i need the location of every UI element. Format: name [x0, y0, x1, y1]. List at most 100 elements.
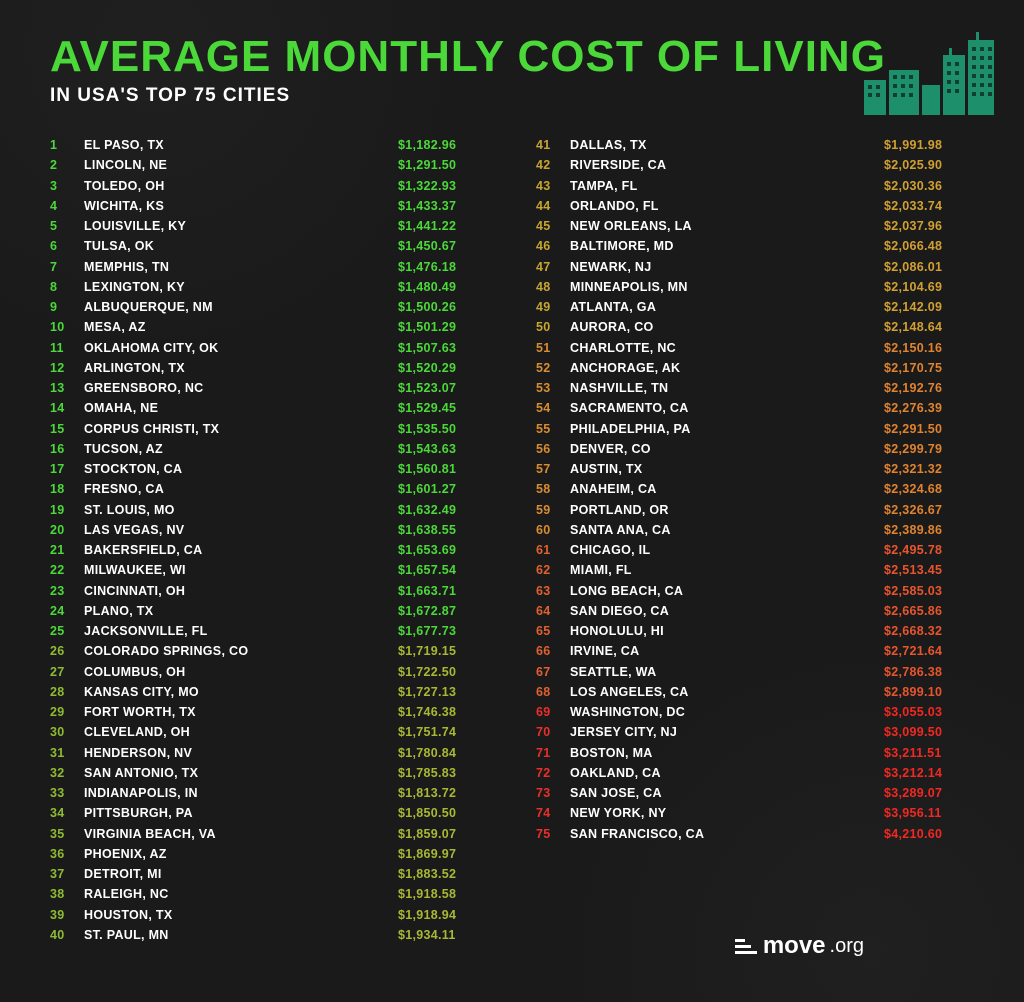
- city-name: AUSTIN, TX: [570, 459, 884, 479]
- city-cost: $1,543.63: [398, 439, 488, 459]
- city-name: FORT WORTH, TX: [84, 702, 398, 722]
- city-row: 61CHICAGO, IL$2,495.78: [536, 540, 974, 560]
- city-row: 39HOUSTON, TX$1,918.94: [50, 905, 488, 925]
- city-cost: $1,500.26: [398, 297, 488, 317]
- city-name: SAN JOSE, CA: [570, 783, 884, 803]
- city-rank: 21: [50, 540, 84, 560]
- city-rank: 18: [50, 479, 84, 499]
- city-rank: 5: [50, 216, 84, 236]
- city-name: NEW YORK, NY: [570, 803, 884, 823]
- city-row: 75SAN FRANCISCO, CA$4,210.60: [536, 824, 974, 844]
- city-rank: 38: [50, 884, 84, 904]
- city-name: FRESNO, CA: [84, 479, 398, 499]
- city-rank: 71: [536, 743, 570, 763]
- city-cost: $1,918.58: [398, 884, 488, 904]
- city-name: EL PASO, TX: [84, 135, 398, 155]
- city-cost: $1,727.13: [398, 682, 488, 702]
- city-cost: $1,672.87: [398, 601, 488, 621]
- city-cost: $2,192.76: [884, 378, 974, 398]
- city-cost: $1,677.73: [398, 621, 488, 641]
- city-row: 38RALEIGH, NC$1,918.58: [50, 884, 488, 904]
- city-cost: $4,210.60: [884, 824, 974, 844]
- city-row: 6TULSA, OK$1,450.67: [50, 236, 488, 256]
- city-name: SEATTLE, WA: [570, 662, 884, 682]
- city-cost: $3,055.03: [884, 702, 974, 722]
- city-name: CORPUS CHRISTI, TX: [84, 419, 398, 439]
- city-name: WASHINGTON, DC: [570, 702, 884, 722]
- city-cost: $1,719.15: [398, 641, 488, 661]
- city-row: 43TAMPA, FL$2,030.36: [536, 176, 974, 196]
- city-cost: $1,785.83: [398, 763, 488, 783]
- city-cost: $2,142.09: [884, 297, 974, 317]
- city-cost: $2,030.36: [884, 176, 974, 196]
- city-name: CHARLOTTE, NC: [570, 338, 884, 358]
- city-name: DETROIT, MI: [84, 864, 398, 884]
- city-name: PLANO, TX: [84, 601, 398, 621]
- city-cost: $1,746.38: [398, 702, 488, 722]
- city-row: 64SAN DIEGO, CA$2,665.86: [536, 601, 974, 621]
- city-name: SAN DIEGO, CA: [570, 601, 884, 621]
- city-rank: 10: [50, 317, 84, 337]
- city-cost: $1,657.54: [398, 560, 488, 580]
- city-name: INDIANAPOLIS, IN: [84, 783, 398, 803]
- city-skyline-icon: [864, 30, 994, 115]
- city-rank: 44: [536, 196, 570, 216]
- city-row: 62MIAMI, FL$2,513.45: [536, 560, 974, 580]
- city-rank: 56: [536, 439, 570, 459]
- city-cost: $2,291.50: [884, 419, 974, 439]
- city-cost: $1,535.50: [398, 419, 488, 439]
- city-name: RALEIGH, NC: [84, 884, 398, 904]
- city-rank: 22: [50, 560, 84, 580]
- city-rank: 42: [536, 155, 570, 175]
- city-row: 48MINNEAPOLIS, MN$2,104.69: [536, 277, 974, 297]
- city-row: 28KANSAS CITY, MO$1,727.13: [50, 682, 488, 702]
- city-row: 54SACRAMENTO, CA$2,276.39: [536, 398, 974, 418]
- city-row: 41DALLAS, TX$1,991.98: [536, 135, 974, 155]
- city-rank: 72: [536, 763, 570, 783]
- city-cost: $1,991.98: [884, 135, 974, 155]
- city-cost: $2,148.64: [884, 317, 974, 337]
- city-row: 70JERSEY CITY, NJ$3,099.50: [536, 722, 974, 742]
- city-list: 1EL PASO, TX$1,182.962LINCOLN, NE$1,291.…: [50, 135, 974, 945]
- city-name: BOSTON, MA: [570, 743, 884, 763]
- city-rank: 9: [50, 297, 84, 317]
- city-cost: $1,450.67: [398, 236, 488, 256]
- brand-logo: move.org: [735, 932, 864, 960]
- city-rank: 66: [536, 641, 570, 661]
- city-row: 27COLUMBUS, OH$1,722.50: [50, 662, 488, 682]
- city-cost: $2,665.86: [884, 601, 974, 621]
- city-name: LOUISVILLE, KY: [84, 216, 398, 236]
- city-rank: 28: [50, 682, 84, 702]
- city-rank: 69: [536, 702, 570, 722]
- city-row: 16TUCSON, AZ$1,543.63: [50, 439, 488, 459]
- city-name: TOLEDO, OH: [84, 176, 398, 196]
- city-name: BALTIMORE, MD: [570, 236, 884, 256]
- city-rank: 35: [50, 824, 84, 844]
- city-cost: $3,099.50: [884, 722, 974, 742]
- city-row: 24PLANO, TX$1,672.87: [50, 601, 488, 621]
- city-column-right: 41DALLAS, TX$1,991.9842RIVERSIDE, CA$2,0…: [536, 135, 974, 945]
- city-cost: $1,883.52: [398, 864, 488, 884]
- city-cost: $1,433.37: [398, 196, 488, 216]
- city-rank: 8: [50, 277, 84, 297]
- page-subtitle: IN USA'S TOP 75 CITIES: [50, 85, 974, 107]
- city-rank: 53: [536, 378, 570, 398]
- city-rank: 33: [50, 783, 84, 803]
- city-row: 65HONOLULU, HI$2,668.32: [536, 621, 974, 641]
- city-name: MEMPHIS, TN: [84, 257, 398, 277]
- city-name: LAS VEGAS, NV: [84, 520, 398, 540]
- city-rank: 15: [50, 419, 84, 439]
- city-name: MINNEAPOLIS, MN: [570, 277, 884, 297]
- city-rank: 58: [536, 479, 570, 499]
- city-name: ORLANDO, FL: [570, 196, 884, 216]
- city-rank: 34: [50, 803, 84, 823]
- city-cost: $1,632.49: [398, 500, 488, 520]
- city-name: TULSA, OK: [84, 236, 398, 256]
- city-rank: 65: [536, 621, 570, 641]
- city-row: 25JACKSONVILLE, FL$1,677.73: [50, 621, 488, 641]
- city-rank: 64: [536, 601, 570, 621]
- city-cost: $2,150.16: [884, 338, 974, 358]
- city-cost: $2,495.78: [884, 540, 974, 560]
- city-name: TUCSON, AZ: [84, 439, 398, 459]
- city-rank: 60: [536, 520, 570, 540]
